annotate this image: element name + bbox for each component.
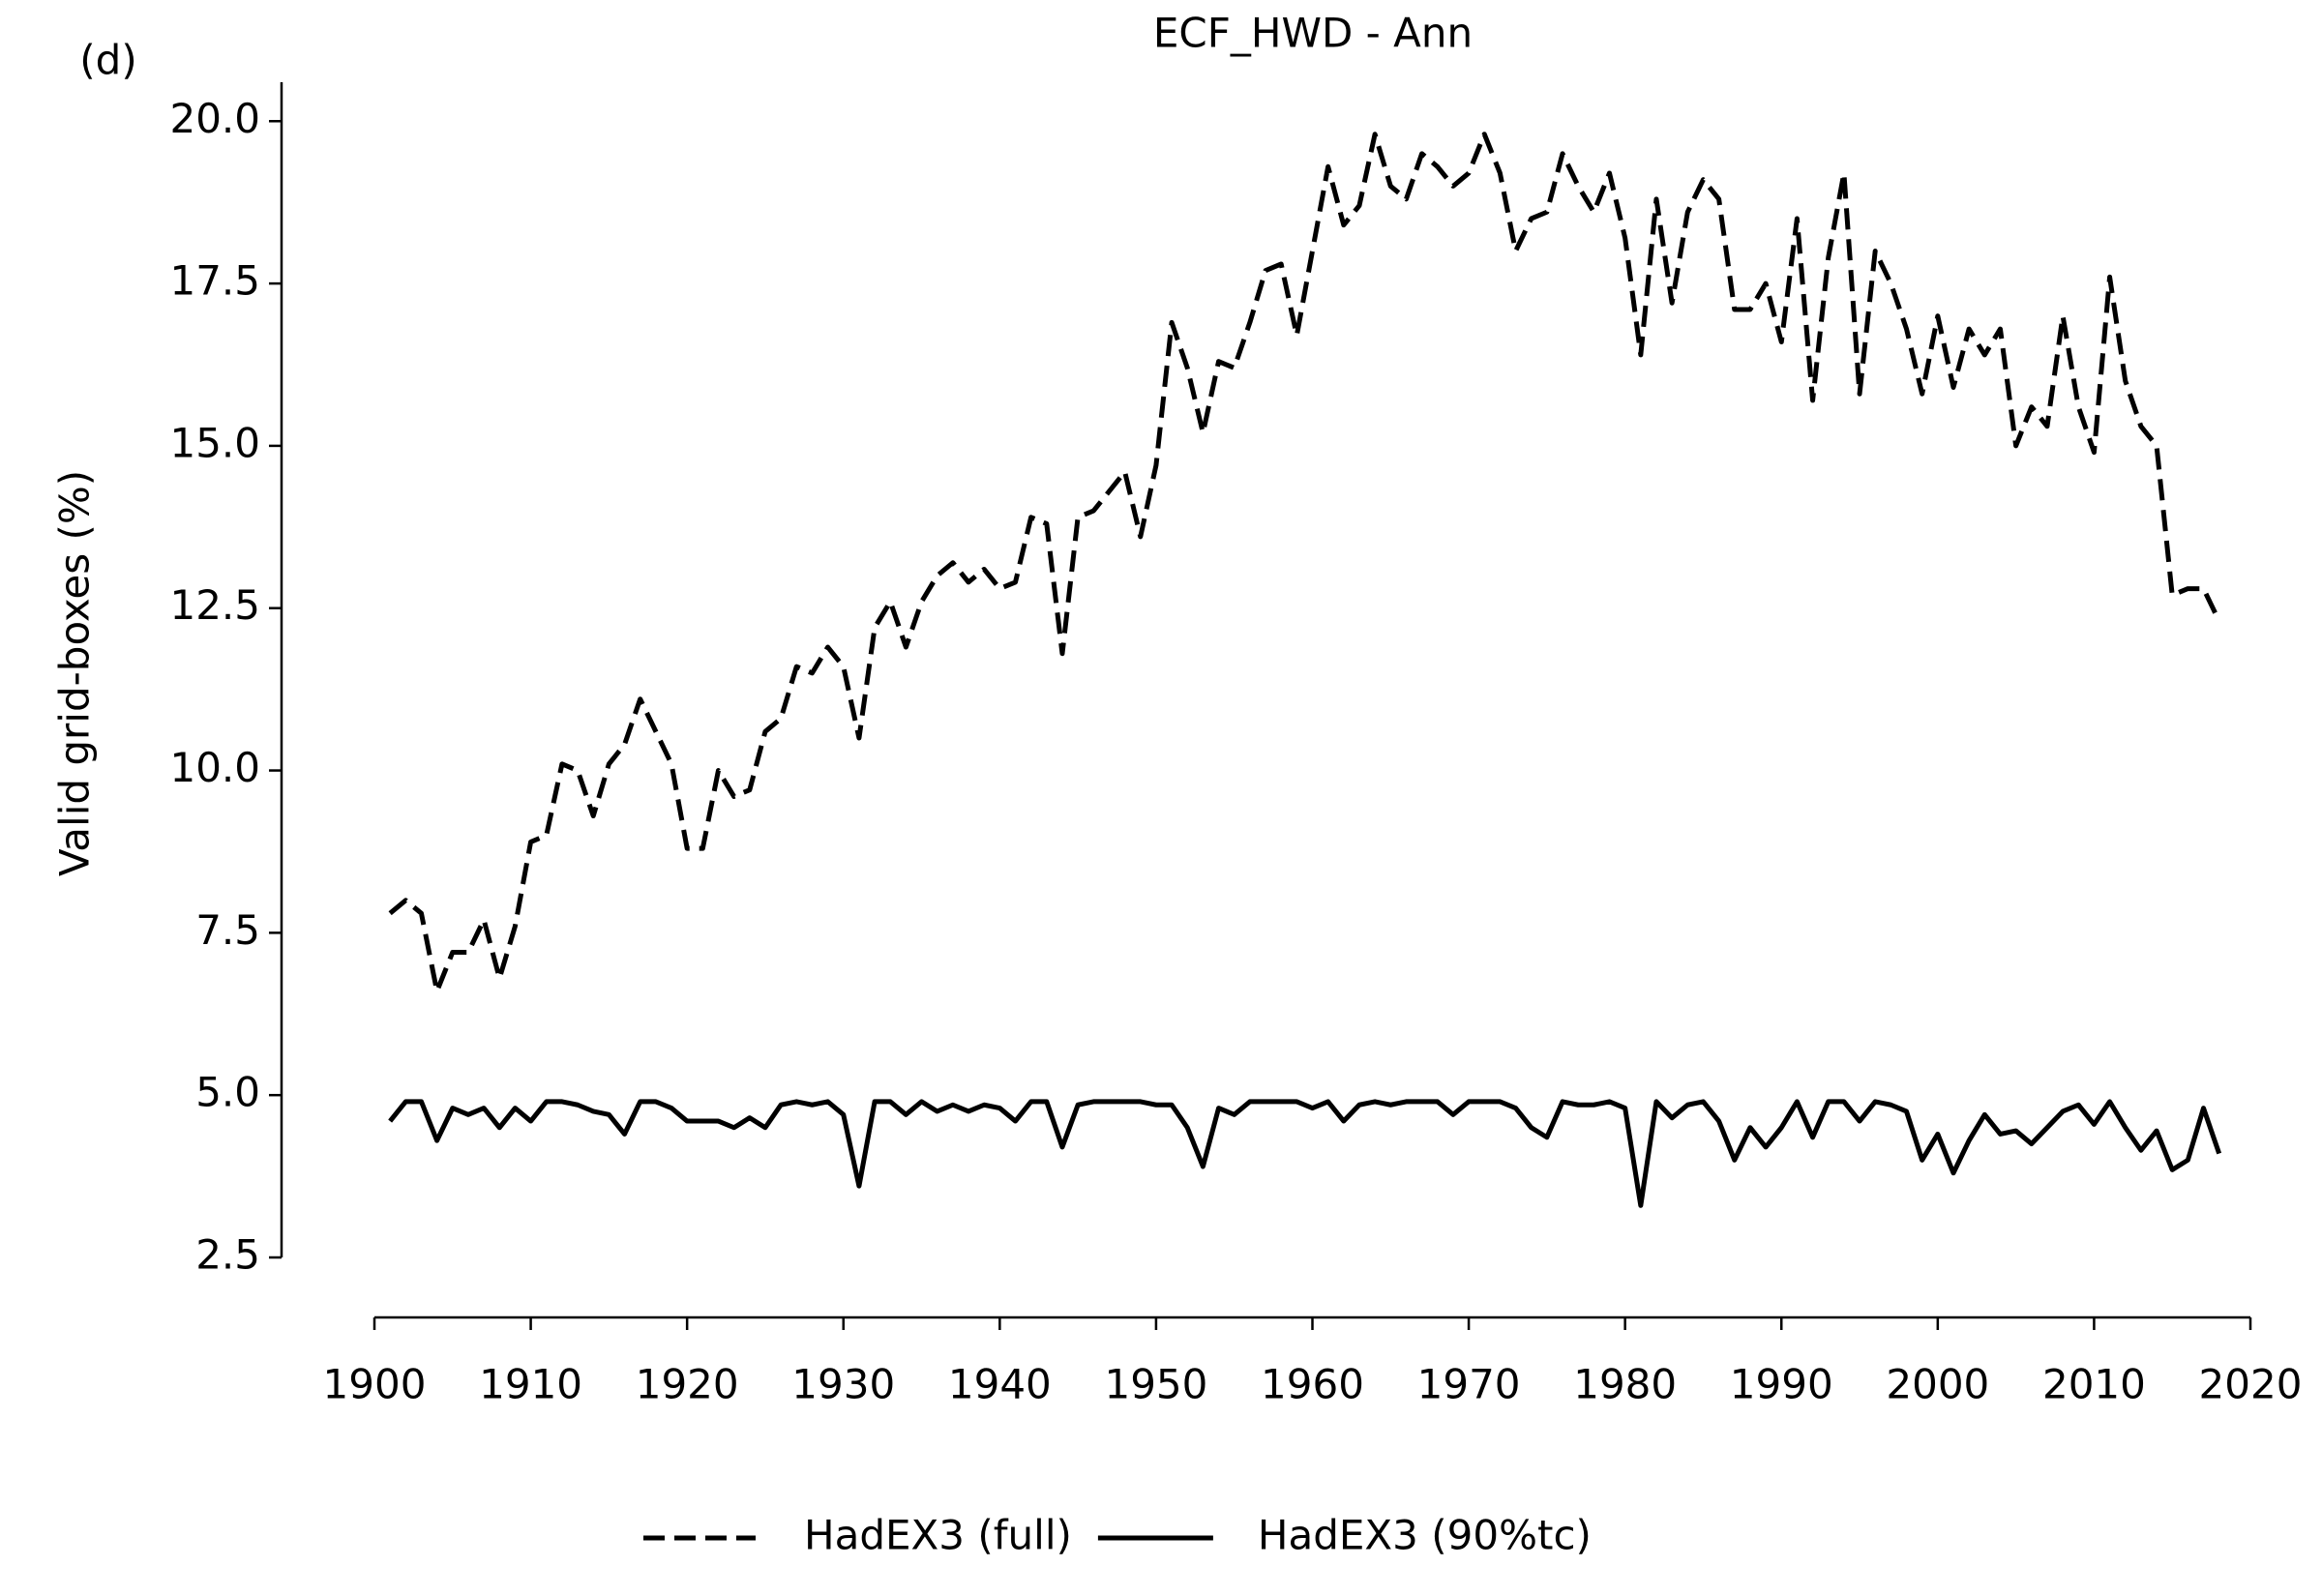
series-line — [388, 132, 2221, 994]
chart-title: ECF_HWD - Ann — [1153, 10, 1473, 57]
x-tick-label: 1900 — [323, 1361, 427, 1408]
y-axis-label: Valid grid-boxes (%) — [51, 470, 99, 876]
x-tick-label: 1990 — [1730, 1361, 1833, 1408]
y-tick-label: 20.0 — [169, 95, 260, 142]
panel-label: (d) — [79, 37, 136, 84]
y-tick-label: 12.5 — [169, 581, 260, 629]
y-tick-label: 7.5 — [195, 906, 260, 954]
y-tick-label: 2.5 — [195, 1231, 260, 1279]
y-tick-label: 5.0 — [195, 1069, 260, 1116]
x-tick-label: 1980 — [1573, 1361, 1677, 1408]
series-line — [388, 1099, 2222, 1208]
x-tick-label: 1910 — [479, 1361, 582, 1408]
legend-label: HadEX3 (90%tc) — [1258, 1512, 1592, 1559]
x-tick-label: 1970 — [1417, 1361, 1521, 1408]
x-tick-label: 1920 — [636, 1361, 739, 1408]
x-tick-label: 1960 — [1261, 1361, 1364, 1408]
legend-label: HadEX3 (full) — [804, 1512, 1072, 1559]
y-tick-label: 15.0 — [169, 419, 260, 466]
x-tick-label: 2000 — [1886, 1361, 1989, 1408]
x-tick-label: 2020 — [2199, 1361, 2303, 1408]
y-tick-label: 10.0 — [169, 744, 260, 791]
y-tick-label: 17.5 — [169, 257, 260, 305]
x-tick-label: 1930 — [791, 1361, 895, 1408]
x-tick-label: 1940 — [948, 1361, 1052, 1408]
x-tick-label: 2010 — [2042, 1361, 2146, 1408]
x-tick-label: 1950 — [1104, 1361, 1207, 1408]
